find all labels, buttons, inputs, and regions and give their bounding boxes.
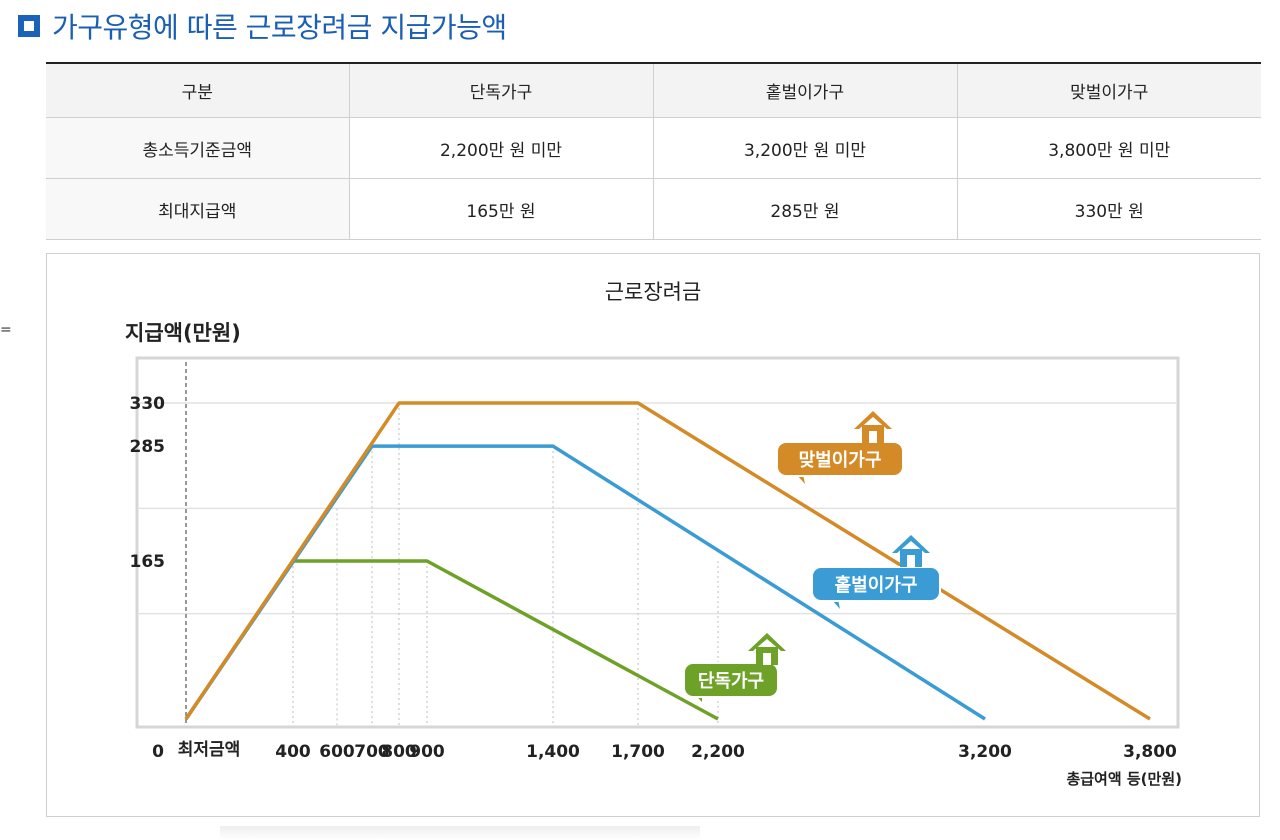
table-header-cell: 맞벌이가구 bbox=[957, 63, 1261, 118]
table-header-row: 구분 단독가구 홑벌이가구 맞벌이가구 bbox=[46, 63, 1261, 118]
house-icon bbox=[869, 431, 877, 443]
square-bullet-icon bbox=[18, 15, 40, 37]
x-tick-label: 3,800 bbox=[1123, 742, 1177, 762]
y-axis-label: 지급액(만원) bbox=[125, 321, 241, 345]
side-mark: = bbox=[0, 322, 12, 338]
x-tick-label: 1,400 bbox=[526, 742, 580, 762]
x-axis-label: 총급여액 등(만원) bbox=[1066, 770, 1182, 788]
chart-title: 근로장려금 bbox=[605, 280, 702, 304]
table-row-label: 최대지급액 bbox=[46, 178, 350, 240]
x-tick-label: 900 bbox=[409, 742, 445, 762]
house-icon bbox=[854, 411, 892, 429]
table-cell: 165만 원 bbox=[349, 178, 654, 240]
plot-frame bbox=[135, 356, 1180, 729]
x-tick-label: 800 bbox=[381, 742, 417, 762]
table-cell: 3,200만 원 미만 bbox=[653, 117, 958, 179]
x-tick-label: 2,200 bbox=[691, 742, 745, 762]
series-badge-label: 홑벌이가구 bbox=[835, 574, 918, 596]
table-cell: 3,800만 원 미만 bbox=[957, 117, 1261, 179]
series-badge-label: 단독가구 bbox=[698, 671, 764, 692]
house-icon bbox=[907, 555, 915, 567]
table-row: 최대지급액 165만 원 285만 원 330만 원 bbox=[46, 178, 1261, 240]
y-tick-label: 330 bbox=[130, 394, 166, 414]
house-icon bbox=[892, 535, 930, 553]
bottom-shadow bbox=[220, 826, 700, 840]
y-tick-label: 285 bbox=[130, 437, 166, 457]
x-origin-label: 0 bbox=[152, 742, 164, 762]
series-line bbox=[184, 401, 1151, 721]
house-icon bbox=[763, 653, 771, 665]
series-badge bbox=[683, 662, 779, 698]
table-header-cell: 홑벌이가구 bbox=[653, 63, 958, 118]
x-tick-label: 3,200 bbox=[958, 742, 1012, 762]
series-badge bbox=[811, 566, 941, 602]
house-icon bbox=[748, 633, 786, 651]
table-cell: 330만 원 bbox=[957, 178, 1261, 240]
series-badge bbox=[776, 441, 904, 477]
table-header-cell: 구분 bbox=[46, 63, 350, 118]
x-min-label: 최저금액 bbox=[178, 740, 241, 760]
x-tick-label: 700 bbox=[354, 742, 390, 762]
eligibility-table: 구분 단독가구 홑벌이가구 맞벌이가구 총소득기준금액 2,200만 원 미만 … bbox=[46, 62, 1261, 240]
table-cell: 2,200만 원 미만 bbox=[349, 117, 654, 179]
x-tick-label: 1,700 bbox=[611, 742, 665, 762]
y-tick-label: 165 bbox=[130, 552, 166, 572]
x-tick-label: 600 bbox=[319, 742, 355, 762]
table-row-label: 총소득기준금액 bbox=[46, 117, 350, 179]
series-badge-label: 맞벌이가구 bbox=[799, 450, 882, 471]
table-row: 총소득기준금액 2,200만 원 미만 3,200만 원 미만 3,800만 원… bbox=[46, 117, 1261, 179]
table-cell: 285만 원 bbox=[653, 178, 958, 240]
section-heading: 가구유형에 따른 근로장려금 지급가능액 bbox=[18, 6, 507, 46]
x-tick-label: 400 bbox=[275, 742, 311, 762]
table-header-cell: 단독가구 bbox=[349, 63, 654, 118]
page-title: 가구유형에 따른 근로장려금 지급가능액 bbox=[52, 11, 507, 44]
